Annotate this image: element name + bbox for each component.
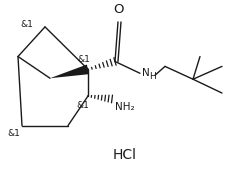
Text: &1: &1 (76, 101, 90, 110)
Text: NH₂: NH₂ (115, 102, 134, 112)
Text: HCl: HCl (113, 148, 137, 162)
Text: N: N (142, 68, 150, 78)
Text: &1: &1 (8, 129, 20, 138)
Text: &1: &1 (78, 55, 90, 64)
Polygon shape (50, 65, 89, 78)
Text: O: O (114, 3, 124, 16)
Text: &1: &1 (20, 20, 34, 29)
Text: H: H (149, 72, 156, 81)
